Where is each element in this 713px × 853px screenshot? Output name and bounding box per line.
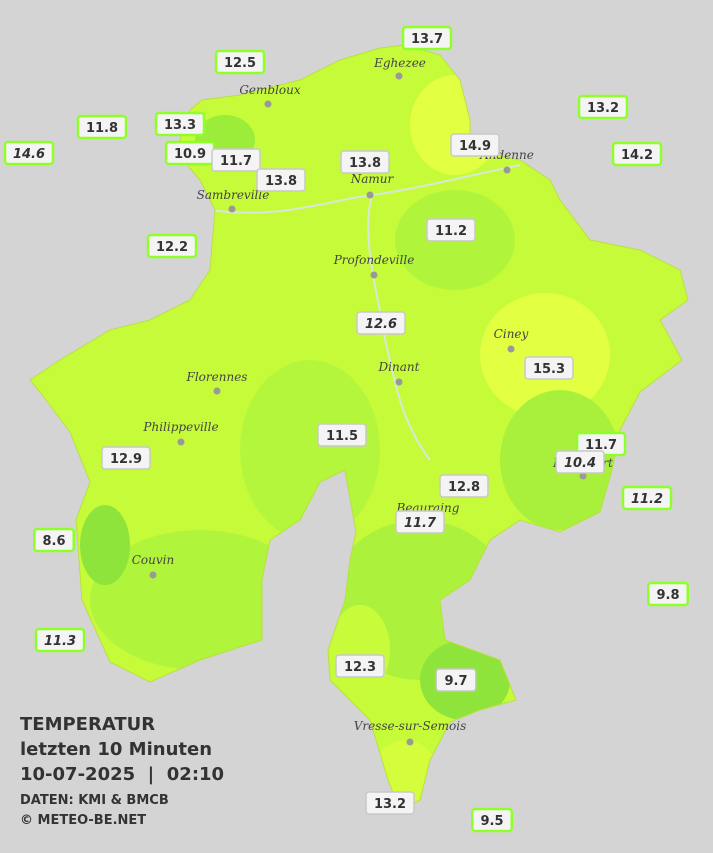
city-dot xyxy=(395,378,403,386)
station-box xyxy=(395,510,445,534)
station-value: 9.7 xyxy=(444,674,467,689)
station-value: 11.3 xyxy=(44,634,76,649)
station-box xyxy=(154,111,206,137)
station-box xyxy=(256,168,306,192)
station-value: 14.6 xyxy=(13,147,45,162)
station-box xyxy=(356,311,406,335)
station-box xyxy=(33,527,75,553)
station-value: 11.8 xyxy=(86,121,118,136)
station-value: 12.5 xyxy=(224,56,256,71)
station-box xyxy=(439,474,489,498)
station-value: 13.8 xyxy=(349,156,381,171)
station-box xyxy=(34,627,86,653)
station-box xyxy=(317,423,367,447)
station-value: 12.9 xyxy=(110,452,142,467)
station-box xyxy=(435,668,477,692)
station-value: 9.5 xyxy=(480,814,503,829)
city-dot xyxy=(370,271,378,279)
city-name: Philippeville xyxy=(142,420,218,434)
station-value: 10.9 xyxy=(174,147,206,162)
station-box xyxy=(335,654,385,678)
city-dot xyxy=(507,345,515,353)
city-dot xyxy=(149,571,157,579)
city-name: Gembloux xyxy=(239,83,301,97)
station-value: 13.2 xyxy=(374,797,406,812)
station-value: 11.7 xyxy=(220,154,252,169)
station-box xyxy=(101,446,151,470)
title-line: letzten 10 Minuten xyxy=(20,739,212,760)
station-box xyxy=(146,233,198,259)
station-value: 12.6 xyxy=(365,317,397,332)
station-value: 15.3 xyxy=(533,362,565,377)
station-box xyxy=(450,133,500,157)
station-box xyxy=(471,807,513,833)
station-box xyxy=(211,148,261,172)
city-dot xyxy=(177,438,185,446)
station-value: 12.3 xyxy=(344,660,376,675)
station-value: 13.2 xyxy=(587,101,619,116)
city-name: Dinant xyxy=(378,360,420,374)
station-value: 11.7 xyxy=(585,438,617,453)
station-value: 13.8 xyxy=(265,174,297,189)
city-name: Profondeville xyxy=(333,253,415,267)
station-value: 11.2 xyxy=(631,492,663,507)
station-box xyxy=(577,94,629,120)
credit-line: DATEN: KMI & BMCB xyxy=(20,793,169,808)
station-box xyxy=(365,791,415,815)
station-box xyxy=(524,356,574,380)
credit-line: © METEO-BE.NET xyxy=(20,813,146,828)
station-box xyxy=(340,150,390,174)
city-name: Couvin xyxy=(132,553,174,567)
station-value: 14.2 xyxy=(621,148,653,163)
station-value: 10.4 xyxy=(564,456,596,471)
title-line: 10-07-2025 | 02:10 xyxy=(20,764,224,785)
station-box xyxy=(647,581,689,607)
station-box xyxy=(76,114,128,140)
city-dot xyxy=(503,166,511,174)
station-value: 11.5 xyxy=(326,429,358,444)
city-dot xyxy=(406,738,414,746)
city-dot xyxy=(579,472,587,480)
station-box xyxy=(401,25,453,51)
city-name: Eghezee xyxy=(373,56,426,70)
city-name: Sambreville xyxy=(197,188,270,202)
city-name: Namur xyxy=(350,172,395,186)
city-dot xyxy=(395,72,403,80)
city-name: Vresse-sur-Semois xyxy=(354,719,467,733)
station-box xyxy=(214,49,266,75)
station-box xyxy=(621,485,673,511)
station-value: 14.9 xyxy=(459,139,491,154)
city-name: Ciney xyxy=(494,327,529,341)
city-dot xyxy=(213,387,221,395)
station-value: 13.3 xyxy=(164,118,196,133)
station-value: 13.7 xyxy=(411,32,443,47)
city-dot xyxy=(366,191,374,199)
station-box xyxy=(426,218,476,242)
city-dot xyxy=(228,205,236,213)
station-box xyxy=(555,450,605,474)
city-name: Florennes xyxy=(186,370,248,384)
station-box xyxy=(3,140,55,166)
station-value: 12.8 xyxy=(448,480,480,495)
station-value: 11.2 xyxy=(435,224,467,239)
station-value: 11.7 xyxy=(404,516,437,531)
title-line: TEMPERATUR xyxy=(20,714,155,735)
station-value: 12.2 xyxy=(156,240,188,255)
city-dot xyxy=(264,100,272,108)
station-value: 9.8 xyxy=(656,588,679,603)
station-box xyxy=(611,141,663,167)
station-value: 8.6 xyxy=(42,534,65,549)
